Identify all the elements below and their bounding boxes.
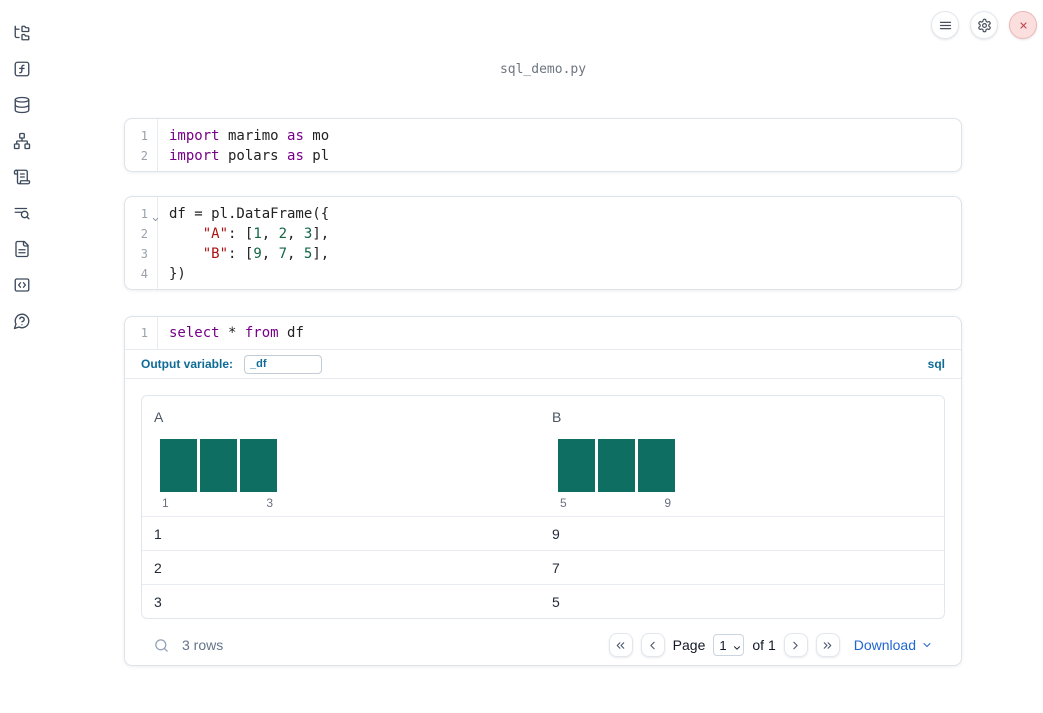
list-search-icon[interactable] <box>13 204 31 222</box>
chevrons-left-icon <box>616 641 625 649</box>
table-cell: 7 <box>552 559 560 576</box>
table-cell: 9 <box>552 525 560 542</box>
histogram-bar <box>598 439 635 492</box>
row-count: 3 rows <box>182 637 224 653</box>
chevron-left-icon <box>650 641 655 649</box>
column-name: B <box>552 409 562 425</box>
output-variable-input[interactable] <box>244 354 323 374</box>
histogram-bar <box>240 439 277 492</box>
hist-min-label: 5 <box>560 496 567 510</box>
chevron-right-icon <box>793 641 798 649</box>
file-text-icon[interactable] <box>13 240 31 258</box>
table-cell: 3 <box>154 593 162 610</box>
close-icon <box>1019 21 1027 29</box>
next-page-button[interactable] <box>783 633 808 657</box>
histogram-bar <box>160 439 197 492</box>
chevrons-right-icon <box>823 641 832 649</box>
first-page-button[interactable] <box>608 633 633 657</box>
table-footer: 3 rows Page 1 <box>141 619 945 671</box>
table-cell: 1 <box>154 525 162 542</box>
code-editor[interactable]: df = pl.DataFrame({ "A": [1, 2, 3], "B":… <box>169 206 330 282</box>
search-icon[interactable] <box>149 633 173 657</box>
column-name: A <box>154 409 164 425</box>
table-cell: 2 <box>154 559 162 576</box>
code-editor[interactable]: import marimo as mo import polars as pl <box>169 128 330 164</box>
page-label: Page <box>672 637 706 653</box>
scroll-text-icon[interactable] <box>13 168 31 186</box>
page-select[interactable]: 1 <box>713 634 745 656</box>
table-cell: 5 <box>552 593 560 610</box>
sql-meta-row: Output variable: sql <box>125 349 961 378</box>
sidebar <box>0 0 44 713</box>
dependency-graph-icon[interactable] <box>13 132 31 150</box>
sql-editor[interactable]: select * from df <box>169 325 304 341</box>
function-square-icon[interactable] <box>13 60 31 78</box>
shutdown-button[interactable] <box>1009 11 1037 39</box>
histogram-bar <box>558 439 595 492</box>
file-tree-icon[interactable] <box>13 24 31 42</box>
last-page-button[interactable] <box>815 633 840 657</box>
language-badge: sql <box>927 357 945 371</box>
prev-page-button[interactable] <box>640 633 665 657</box>
page-select-wrap: 1 <box>713 634 745 656</box>
database-icon[interactable] <box>13 96 31 114</box>
menu-button[interactable] <box>931 11 959 39</box>
histogram-bar <box>200 439 237 492</box>
code-square-icon[interactable] <box>13 276 31 294</box>
line-number-gutter: 1 <box>125 317 158 349</box>
chevron-down-icon <box>923 643 931 648</box>
download-button[interactable]: Download <box>854 637 933 653</box>
hist-max-label: 9 <box>664 496 671 510</box>
settings-button[interactable] <box>970 11 998 39</box>
fold-chevron-icon[interactable] <box>151 210 160 222</box>
sql-cell: 1 select * from df Output variable: sql … <box>124 316 962 666</box>
hist-max-label: 3 <box>266 496 273 510</box>
notebook-filename[interactable]: sql_demo.py <box>499 62 587 77</box>
window-controls <box>931 11 1037 39</box>
hist-min-label: 1 <box>162 496 169 510</box>
help-chat-icon[interactable] <box>13 312 31 330</box>
page-total: of 1 <box>752 637 776 653</box>
histogram-bar <box>638 439 675 492</box>
output-variable-label: Output variable: <box>141 357 234 371</box>
